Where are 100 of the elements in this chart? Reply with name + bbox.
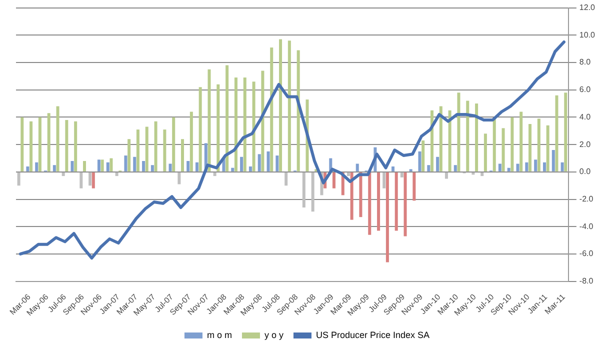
bar: [454, 165, 457, 172]
y-tick-label: 8.0: [579, 58, 592, 67]
bar: [110, 158, 113, 172]
bar: [311, 172, 314, 212]
bar: [35, 162, 38, 172]
bar: [258, 154, 261, 172]
bar: [560, 162, 564, 172]
bar: [70, 160, 74, 172]
bar: [296, 50, 300, 172]
bar: [65, 120, 68, 172]
bar: [195, 162, 198, 172]
bar: [502, 128, 505, 172]
bar: [82, 160, 86, 172]
bar: [154, 121, 158, 172]
y-tick-label: 2.0: [579, 140, 592, 149]
bar: [100, 160, 104, 172]
bar: [276, 156, 279, 172]
bar: [30, 121, 33, 172]
bar: [422, 140, 425, 172]
bar: [133, 156, 136, 172]
bar: [136, 130, 140, 172]
bar: [243, 78, 246, 172]
bar: [145, 126, 148, 172]
bar: [400, 172, 404, 178]
bar: [261, 70, 264, 172]
bar: [142, 160, 146, 172]
y-tick-label: 10.0: [579, 30, 596, 40]
bar: [332, 172, 336, 188]
bar: [525, 162, 528, 172]
bar: [510, 117, 514, 172]
bar: [74, 121, 78, 172]
y-tick-label: 0.0: [579, 167, 592, 176]
bar: [394, 172, 398, 231]
y-tick-label: -8.0: [579, 276, 594, 286]
bar: [186, 160, 190, 172]
bar: [26, 166, 30, 172]
bar: [457, 92, 460, 172]
bar: [163, 130, 166, 172]
bar: [520, 112, 523, 172]
bar: [368, 172, 372, 235]
bar: [231, 168, 234, 172]
bar: [234, 78, 238, 172]
bar: [252, 82, 256, 172]
legend-label: m o m: [206, 330, 232, 340]
bar: [377, 172, 380, 231]
bar: [80, 172, 83, 188]
bar: [564, 92, 568, 172]
bar: [128, 139, 131, 172]
bar: [507, 168, 510, 172]
y-tick-label: 6.0: [579, 85, 592, 94]
bar: [484, 134, 487, 172]
bar: [92, 172, 95, 188]
bar: [430, 110, 434, 172]
bar: [382, 172, 386, 188]
bar: [552, 150, 555, 172]
bar: [150, 165, 154, 172]
bar: [537, 118, 540, 172]
bar: [47, 113, 50, 172]
bar: [346, 172, 350, 176]
bar: [356, 164, 359, 172]
bar: [288, 40, 291, 172]
bar: [172, 117, 176, 172]
y-tick-label: -4.0: [579, 222, 594, 231]
bar: [404, 172, 407, 236]
bar: [528, 124, 532, 172]
bar: [270, 47, 274, 172]
bar: [216, 84, 220, 172]
bar: [124, 156, 128, 172]
bar: [168, 164, 172, 172]
bar: [448, 110, 452, 172]
bar: [240, 156, 244, 172]
bar: [412, 172, 416, 201]
bar: [302, 172, 306, 208]
bar: [190, 112, 193, 172]
bar: [208, 69, 211, 172]
bar: [439, 106, 442, 172]
bar: [386, 172, 389, 262]
bar: [418, 151, 422, 172]
bar: [106, 162, 110, 172]
bar: [248, 166, 252, 172]
legend-label: y o y: [264, 330, 284, 340]
bar: [213, 172, 216, 176]
bar: [492, 118, 496, 172]
bar: [226, 65, 229, 172]
bar: [359, 172, 362, 218]
bar: [427, 165, 430, 172]
bar: [498, 164, 502, 172]
y-tick-label: 4.0: [579, 112, 592, 122]
bar: [516, 164, 520, 172]
bar: [178, 172, 181, 184]
legend-label: US Producer Price Index SA: [316, 330, 430, 340]
bar: [198, 87, 202, 172]
bar: [266, 151, 270, 172]
bar: [444, 172, 448, 179]
bar: [436, 156, 440, 172]
bar: [115, 172, 118, 176]
bar: [480, 172, 484, 176]
bar: [546, 125, 550, 172]
bar: [88, 172, 92, 186]
y-tick-label: -6.0: [579, 249, 594, 258]
